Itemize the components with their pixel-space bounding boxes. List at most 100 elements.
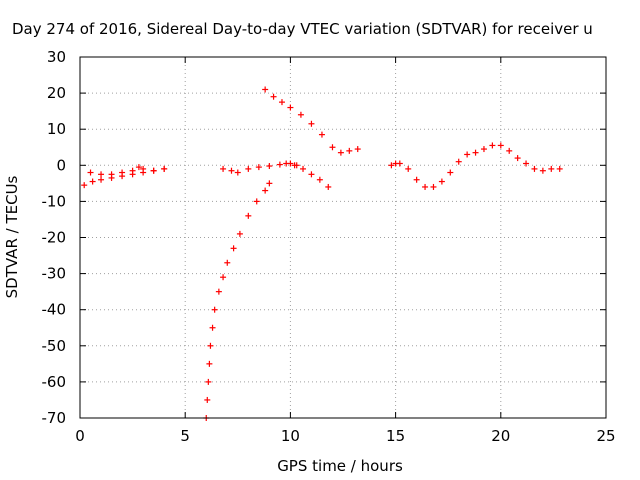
data-point <box>430 183 437 190</box>
y-tick-label: 10 <box>47 120 66 138</box>
data-point <box>215 288 222 295</box>
data-point <box>472 149 479 156</box>
data-point <box>140 165 147 172</box>
data-point <box>81 182 88 189</box>
data-point <box>108 171 115 178</box>
data-point <box>278 99 285 106</box>
y-tick-label: -60 <box>42 373 67 391</box>
series-arc-6 <box>388 142 563 190</box>
data-point <box>422 183 429 190</box>
data-point <box>161 165 168 172</box>
data-point <box>245 212 252 219</box>
data-point <box>220 165 227 172</box>
data-point <box>262 86 269 93</box>
x-axis-label: GPS time / hours <box>277 457 403 475</box>
series-arc-4-steep <box>203 180 273 421</box>
x-tick-label: 20 <box>491 427 510 445</box>
data-point <box>480 146 487 153</box>
series-arc-5 <box>262 86 361 156</box>
data-point <box>556 165 563 172</box>
data-point <box>308 120 315 127</box>
data-point <box>531 165 538 172</box>
data-point <box>262 187 269 194</box>
data-point <box>234 169 241 176</box>
data-point <box>209 324 216 331</box>
data-point <box>287 104 294 111</box>
data-point <box>523 160 530 167</box>
data-point <box>291 162 298 169</box>
data-point <box>255 164 262 171</box>
y-tick-label: -40 <box>42 301 67 319</box>
series-arc-3 <box>283 160 332 190</box>
y-tick-label: 20 <box>47 84 66 102</box>
data-point <box>325 183 332 190</box>
data-point <box>230 245 237 252</box>
data-point <box>245 165 252 172</box>
data-point <box>548 165 555 172</box>
data-point <box>266 163 273 170</box>
data-point <box>253 198 260 205</box>
y-tick-label: 0 <box>56 156 66 174</box>
data-point <box>413 176 420 183</box>
data-point <box>150 167 157 174</box>
data-point <box>329 144 336 151</box>
data-point <box>206 360 213 367</box>
data-point <box>87 169 94 176</box>
x-tick-label: 15 <box>386 427 405 445</box>
plot-frame <box>79 56 607 419</box>
data-point <box>318 131 325 138</box>
data-point <box>497 142 504 149</box>
data-point <box>346 147 353 154</box>
y-tick-label: -50 <box>42 337 67 355</box>
y-tick-label: -70 <box>42 409 67 427</box>
x-tick-label: 25 <box>596 427 615 445</box>
data-point <box>464 151 471 158</box>
data-point <box>205 378 212 385</box>
data-point <box>489 142 496 149</box>
data-point <box>236 230 243 237</box>
data-point <box>514 155 521 162</box>
data-point <box>354 146 361 153</box>
data-point <box>539 167 546 174</box>
data-point <box>388 162 395 169</box>
data-point <box>204 396 211 403</box>
data-point <box>89 178 96 185</box>
chart-title: Day 274 of 2016, Sidereal Day-to-day VTE… <box>12 20 593 38</box>
data-point <box>119 169 126 176</box>
data-point <box>297 111 304 118</box>
data-point <box>276 161 283 168</box>
y-tick-label: 30 <box>47 48 66 66</box>
data-point <box>135 164 142 171</box>
data-point <box>506 147 513 154</box>
x-tick-label: 5 <box>180 427 190 445</box>
data-point <box>129 167 136 174</box>
data-point <box>266 180 273 187</box>
data-point <box>270 93 277 100</box>
data-point <box>405 165 412 172</box>
data-point <box>308 171 315 178</box>
ticks: 0 5 10 15 20 25 -70 -60 -50 -40 -30 -20 -10 0 10 20 30 <box>42 48 616 445</box>
data-point <box>316 176 323 183</box>
y-tick-label: -10 <box>42 192 67 210</box>
x-tick-label: 0 <box>75 427 85 445</box>
series-arc-1-lower <box>81 165 168 189</box>
data-point <box>300 165 307 172</box>
data-point <box>396 160 403 167</box>
data-point <box>337 149 344 156</box>
y-axis-label: SDTVAR / TECUs <box>3 175 21 298</box>
data-point <box>207 342 214 349</box>
y-tick-label: -30 <box>42 265 67 283</box>
data-points <box>81 86 563 421</box>
data-point <box>228 167 235 174</box>
data-point <box>98 171 105 178</box>
series-arc-1-upper <box>87 164 168 178</box>
data-point <box>211 306 218 313</box>
data-point <box>447 169 454 176</box>
series-arc-2 <box>220 160 300 176</box>
data-point <box>224 259 231 266</box>
data-point <box>455 158 462 165</box>
data-point <box>98 176 105 183</box>
y-tick-label: -20 <box>42 229 67 247</box>
x-tick-label: 10 <box>281 427 300 445</box>
